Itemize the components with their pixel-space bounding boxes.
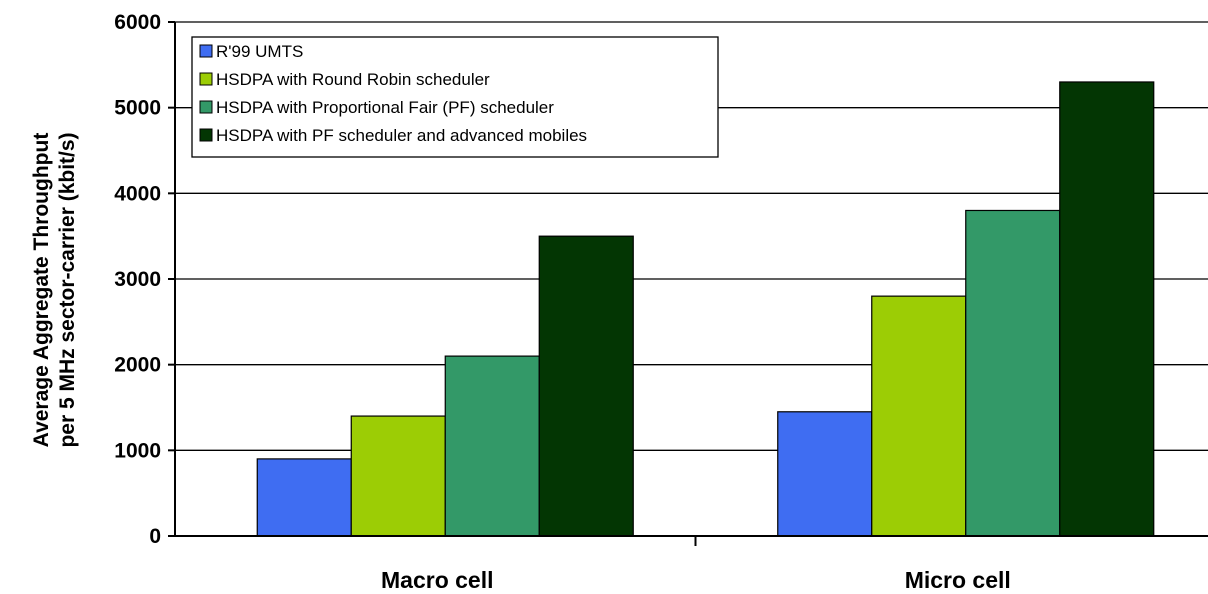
y-tick-label: 5000 (114, 97, 161, 120)
bar-micro-series-2 (871, 295, 967, 537)
bars (256, 81, 1155, 537)
legend-label: HSDPA with Round Robin scheduler (216, 70, 490, 89)
bar-micro-series-1 (777, 411, 873, 537)
y-tick-label: 3000 (114, 268, 161, 291)
bar-macro-series-1 (256, 458, 352, 537)
y-tick-label: 4000 (114, 182, 161, 205)
y-axis-title-line-1: Average Aggregate Throughput (30, 133, 53, 448)
legend-swatch (199, 72, 213, 86)
x-category-label: Micro cell (905, 567, 1011, 593)
y-tick-label: 1000 (114, 439, 161, 462)
y-axis-title: Average Aggregate Throughput per 5 MHz s… (30, 132, 79, 447)
x-category-label: Macro cell (381, 567, 494, 593)
legend-swatch (199, 128, 213, 142)
legend-swatch (199, 44, 213, 58)
y-axis-title-line-2: per 5 MHz sector-carrier (kbit/s) (56, 132, 79, 447)
bar-macro-series-4 (538, 235, 634, 537)
bar-macro-series-3 (444, 355, 540, 537)
legend-swatch (199, 100, 213, 114)
bar-macro-series-2 (350, 415, 446, 537)
y-tick-label: 2000 (114, 354, 161, 377)
bar-micro-series-4 (1059, 81, 1155, 537)
y-tick-label: 6000 (114, 11, 161, 34)
legend-label: HSDPA with Proportional Fair (PF) schedu… (216, 98, 554, 117)
legend-label: R'99 UMTS (216, 42, 303, 61)
legend: R'99 UMTS HSDPA with Round Robin schedule… (191, 36, 719, 158)
legend-box (191, 36, 719, 158)
axes (168, 21, 1208, 546)
bar-micro-series-3 (965, 209, 1061, 537)
y-tick-labels: 0 1000 2000 3000 4000 5000 6000 (114, 11, 161, 548)
y-tick-label: 0 (149, 525, 161, 548)
legend-label: HSDPA with PF scheduler and advanced mob… (216, 126, 587, 145)
x-category-labels: Macro cell Micro cell (381, 567, 1011, 593)
